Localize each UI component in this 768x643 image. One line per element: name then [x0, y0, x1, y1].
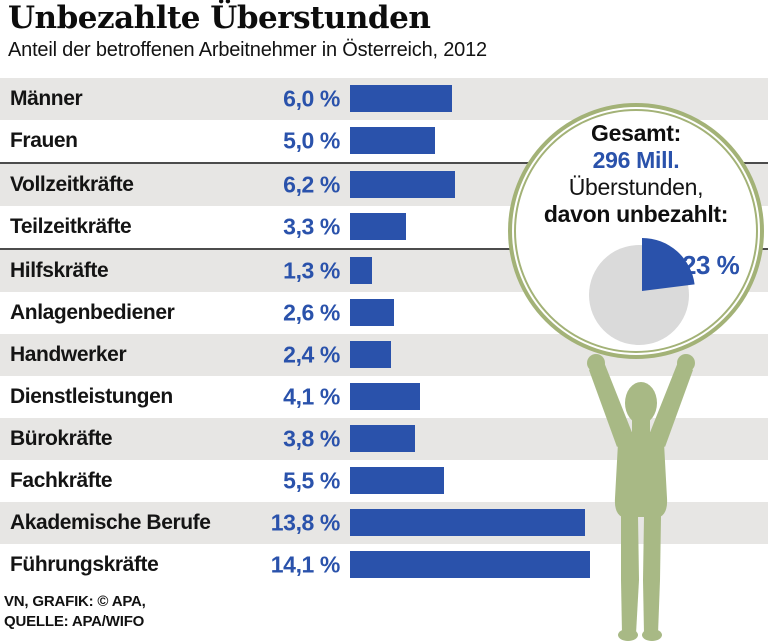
inset-line-gesamt: Gesamt: [591, 120, 681, 146]
person-silhouette [587, 354, 695, 641]
bar [350, 467, 444, 494]
chart-row: Dienstleistungen 4,1 % [0, 376, 768, 418]
torso [614, 432, 668, 517]
right-foot [642, 629, 662, 641]
chart-row: Fachkräfte 5,5 % [0, 460, 768, 502]
chart-row: Männer 6,0 % [0, 78, 768, 120]
head [625, 382, 657, 424]
bar [350, 341, 391, 368]
value-label: 3,3 % [283, 213, 340, 240]
left-leg [621, 516, 639, 634]
category-label: Teilzeitkräfte [10, 215, 132, 238]
category-label: Frauen [10, 129, 78, 152]
value-label: 4,1 % [283, 383, 340, 410]
category-label: Bürokräfte [10, 427, 113, 450]
bar [350, 299, 394, 326]
chart-row: Teilzeitkräfte 3,3 % [0, 206, 768, 250]
bar [350, 551, 590, 578]
pie-chart [589, 238, 695, 345]
value-label: 14,1 % [270, 551, 341, 578]
neck [632, 418, 650, 434]
value-label: 5,5 % [283, 467, 340, 494]
page-title: Unbezahlte Überstunden [8, 0, 431, 36]
value-label: 6,2 % [283, 171, 340, 198]
category-label: Fachkräfte [10, 469, 113, 492]
inset-line-hours: Überstunden, [568, 174, 704, 200]
bar [350, 509, 585, 536]
bar [350, 85, 452, 112]
value-label: 2,6 % [283, 299, 340, 326]
category-label: Vollzeitkräfte [10, 173, 134, 196]
bar [350, 171, 455, 198]
category-label: Akademische Berufe [10, 511, 211, 534]
source-credit: VN, GRAFIK: © APA, QUELLE: APA/WIFO [4, 592, 146, 632]
chart-row: Frauen 5,0 % [0, 120, 768, 164]
category-label: Dienstleistungen [10, 385, 173, 408]
inset-line-total: 296 Mill. [592, 147, 680, 173]
pie-unpaid-slice [642, 238, 695, 291]
left-arm [589, 357, 633, 447]
bar-chart: Männer 6,0 % Frauen 5,0 % Vollzeitkräfte… [0, 78, 768, 586]
bar [350, 257, 372, 284]
inset-line-unpaid: davon unbezahlt: [543, 201, 729, 227]
inset-text: Gesamt: 296 Mill. Überstunden, davon unb… [512, 107, 760, 228]
value-label: 5,0 % [283, 127, 340, 154]
credit-line: VN, GRAFIK: © APA, [4, 593, 146, 610]
category-label: Hilfskräfte [10, 259, 109, 282]
source-line: QUELLE: APA/WIFO [4, 613, 145, 630]
value-label: 2,4 % [283, 341, 340, 368]
value-label: 13,8 % [270, 509, 341, 536]
category-label: Anlagenbediener [10, 301, 175, 324]
chart-subtitle: Anteil der betroffenen Arbeitnehmer in Ö… [8, 39, 487, 61]
chart-row: Anlagenbediener 2,6 % [0, 292, 768, 334]
category-label: Führungskräfte [10, 553, 159, 576]
bar [350, 425, 415, 452]
left-foot [618, 629, 638, 641]
bar [350, 127, 435, 154]
value-label: 3,8 % [283, 425, 340, 452]
chart-row: Führungskräfte 14,1 % [0, 544, 768, 586]
pie-percentage-label: 23 % [682, 250, 740, 280]
value-label: 1,3 % [283, 257, 340, 284]
category-label: Handwerker [10, 343, 127, 366]
bar [350, 383, 420, 410]
category-label: Männer [10, 87, 83, 110]
total-inset-circle: Gesamt: 296 Mill. Überstunden, davon unb… [508, 103, 764, 359]
right-leg [643, 516, 661, 634]
value-label: 6,0 % [283, 85, 340, 112]
right-arm [649, 357, 693, 447]
header: Unbezahlte Überstunden Anteil der betrof… [8, 0, 487, 62]
bar [350, 213, 406, 240]
